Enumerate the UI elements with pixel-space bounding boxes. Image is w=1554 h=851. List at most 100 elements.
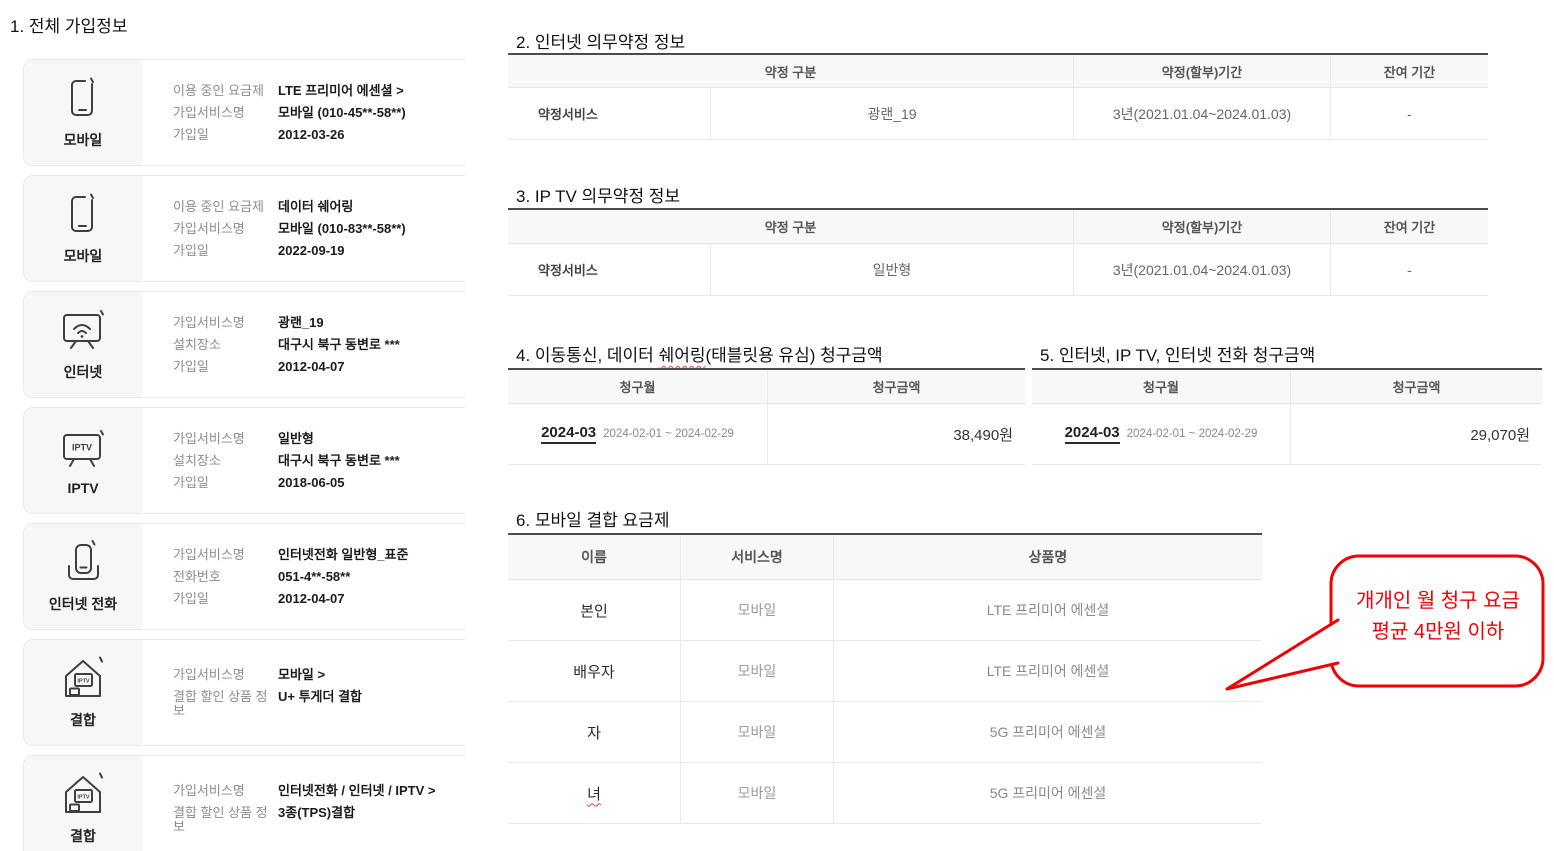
row-label: 약정서비스	[538, 263, 598, 278]
table-row: 본인 모바일 LTE 프리미어 에센셜	[508, 580, 1262, 641]
subscription-card-bundle-1: IPTV 결합 가입서비스명 모바일 > 결합 할인 상품 정보 U+ 투게더 결합	[23, 639, 465, 746]
bundle-link[interactable]: 모바일 >	[278, 666, 326, 682]
field-label: 가입일	[173, 126, 209, 142]
billing-month-link[interactable]: 2024-03	[541, 424, 597, 444]
table-row: 배우자 모바일 LTE 프리미어 에센셜	[508, 641, 1262, 702]
card-type-label: 인터넷 전화	[48, 596, 118, 612]
section-title-home-billing: 5. 인터넷, IP TV, 인터넷 전화 청구금액	[1040, 346, 1316, 365]
field-value: 모바일 (010-45**-58**)	[278, 104, 406, 120]
card-icon-panel: 인터넷	[24, 292, 142, 397]
field-label: 가입서비스명	[173, 220, 245, 236]
iptv-contract-table: 약정 구분 약정(할부)기간 잔여 기간 약정서비스 일반형 3년(2021.0…	[508, 208, 1488, 296]
mobile-icon	[71, 77, 94, 116]
field-label: 가입일	[173, 242, 209, 258]
subscription-card-internet: 인터넷 가입서비스명 광랜_19 설치장소 대구시 북구 동변로 *** 가입일 20…	[23, 291, 465, 398]
card-icon-panel: 모바일	[24, 60, 142, 165]
col-header-contract-type: 약정 구분	[764, 220, 817, 235]
field-label: 가입서비스명	[173, 546, 245, 562]
svg-text:IPTV: IPTV	[72, 443, 92, 453]
service-name: 모바일	[680, 641, 833, 701]
service-name: 모바일	[680, 763, 833, 823]
billing-amount: 38,490원	[767, 404, 1025, 464]
col-header-billing-month: 청구월	[619, 380, 656, 395]
table-row: 자 모바일 5G 프리미어 에센셜	[508, 702, 1262, 763]
field-value: 2022-09-19	[278, 242, 345, 258]
field-value: 대구시 북구 동변로 ***	[278, 452, 400, 468]
card-icon-panel: IPTV 결합	[24, 640, 142, 745]
card-type-label: 모바일	[63, 132, 103, 148]
billing-amount: 29,070원	[1290, 404, 1542, 464]
field-value: 일반형	[278, 430, 314, 446]
field-label: 가입서비스명	[173, 314, 245, 330]
card-icon-panel: IPTV IPTV	[24, 408, 142, 513]
table-row: 약정서비스 광랜_19 3년(2021.01.04~2024.01.03) -	[508, 88, 1488, 140]
billing-month-link[interactable]: 2024-03	[1064, 424, 1120, 444]
field-label: 가입일	[173, 358, 209, 374]
table-row: 약정서비스 일반형 3년(2021.01.04~2024.01.03) -	[508, 244, 1488, 296]
bundle-icon: IPTV	[65, 656, 103, 697]
product-name: LTE 프리미어 에센셜	[833, 580, 1262, 640]
bundle-icon: IPTV	[65, 772, 103, 813]
member-name: 본인	[580, 602, 608, 620]
field-value: 051-4**-58**	[278, 568, 351, 584]
field-label: 설치장소	[173, 452, 221, 468]
callout-bubble	[1225, 554, 1545, 691]
subscription-card-iptv: IPTV IPTV 가입서비스명 일반형 설치장소 대구시 북구 동변로 *** 가…	[23, 407, 465, 514]
internet-icon	[63, 310, 104, 349]
remaining-period: -	[1330, 88, 1488, 139]
card-detail-panel: 이용 중인 요금제 LTE 프리미어 에센셜 > 가입서비스명 모바일 (010-4…	[142, 60, 465, 165]
col-header-contract-period: 약정(할부)기간	[1073, 55, 1330, 87]
section-title-bundle-plan: 6. 모바일 결합 요금제	[516, 511, 670, 530]
card-type-label: 인터넷	[63, 364, 103, 380]
field-value: 대구시 북구 동변로 ***	[278, 336, 400, 352]
subscription-card-mobile-2: 모바일 이용 중인 요금제 데이터 쉐어링 가입서비스명 모바일 (010-83**…	[23, 175, 465, 282]
table-row: 녀 모바일 5G 프리미어 에센셜	[508, 763, 1262, 824]
contract-service-name: 일반형	[710, 244, 1073, 295]
card-type-label: 결합	[70, 712, 96, 728]
field-label: 이용 중인 요금제	[173, 198, 264, 214]
title-text-spellcheck: 쉐어링	[658, 346, 706, 365]
svg-text:IPTV: IPTV	[77, 679, 90, 685]
subscription-card-internet-phone: 인터넷 전화 가입서비스명 인터넷전화 일반형_표준 전화번호 051-4**-58…	[23, 523, 465, 630]
section-title-all-subscriptions: 1. 전체 가입정보	[10, 17, 128, 36]
mobile-billing-table: 청구월 청구금액 2024-03 2024-02-01 ~ 2024-02-29…	[508, 368, 1025, 465]
field-label: 이용 중인 요금제	[173, 82, 264, 98]
col-header-name: 이름	[581, 549, 607, 565]
iptv-icon: IPTV	[63, 430, 104, 467]
contract-period: 3년(2021.01.04~2024.01.03)	[1073, 88, 1330, 139]
field-label: 가입서비스명	[173, 666, 245, 682]
title-text: 4. 이동통신, 데이터	[516, 346, 659, 365]
field-value: 2012-04-07	[278, 590, 345, 606]
card-icon-panel: 모바일	[24, 176, 142, 281]
product-name: LTE 프리미어 에센셜	[833, 641, 1262, 701]
bundle-link[interactable]: 인터넷전화 / 인터넷 / IPTV >	[278, 782, 436, 798]
callout-line-1: 개개인 월 청구 요금	[1356, 590, 1520, 612]
subscription-card-bundle-2: IPTV 결합 가입서비스명 인터넷전화 / 인터넷 / IPTV > 결합 할인…	[23, 755, 465, 851]
callout-annotation: 개개인 월 청구 요금 평균 4만원 이하	[1336, 586, 1540, 648]
card-detail-panel: 가입서비스명 인터넷전화 / 인터넷 / IPTV > 결합 할인 상품 정보 3종…	[142, 756, 465, 851]
member-name: 녀	[587, 785, 601, 803]
field-value: 3종(TPS)결합	[278, 804, 356, 820]
field-value: 모바일 (010-83**-58**)	[278, 220, 406, 236]
field-value: 인터넷전화 일반형_표준	[278, 546, 409, 562]
col-header-billing-amount: 청구금액	[767, 370, 1025, 403]
col-header-remaining-period: 잔여 기간	[1330, 55, 1488, 87]
card-type-label: 모바일	[63, 248, 103, 264]
member-name: 자	[587, 724, 601, 742]
product-name: 5G 프리미어 에센셜	[833, 763, 1262, 823]
internet-contract-table: 약정 구분 약정(할부)기간 잔여 기간 약정서비스 광랜_19 3년(2021…	[508, 53, 1488, 140]
field-label: 가입일	[173, 590, 209, 606]
field-label: 설치장소	[173, 336, 221, 352]
plan-link[interactable]: LTE 프리미어 에센셜 >	[278, 82, 404, 98]
field-label: 가입서비스명	[173, 782, 245, 798]
card-icon-panel: 인터넷 전화	[24, 524, 142, 629]
internet-phone-icon	[68, 540, 99, 580]
svg-text:IPTV: IPTV	[77, 795, 90, 801]
field-value: U+ 투게더 결합	[278, 688, 363, 704]
contract-period: 3년(2021.01.04~2024.01.03)	[1073, 244, 1330, 295]
col-header-product: 상품명	[833, 535, 1262, 579]
card-detail-panel: 가입서비스명 일반형 설치장소 대구시 북구 동변로 *** 가입일 2018-06-…	[142, 408, 465, 513]
service-name: 모바일	[680, 702, 833, 762]
row-label: 약정서비스	[538, 107, 598, 122]
col-header-contract-period: 약정(할부)기간	[1073, 210, 1330, 243]
